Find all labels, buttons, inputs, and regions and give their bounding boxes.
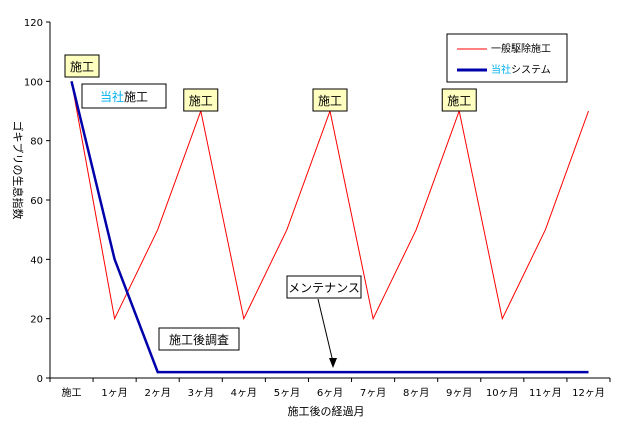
treatment-label: 施工 xyxy=(64,54,100,78)
x-tick-label: 9ヶ月 xyxy=(446,387,472,399)
series-lines xyxy=(70,81,589,374)
x-tick-label: 施工 xyxy=(62,386,82,399)
y-tick-label: 40 xyxy=(30,255,43,266)
post-treatment-survey-label: 施工後調査 xyxy=(158,327,240,351)
x-tick-label: 10ヶ月 xyxy=(486,387,519,399)
legend-label-company: 当社システム xyxy=(491,63,551,76)
treatment-label-box xyxy=(441,88,477,112)
company-treatment-label: 当社施工 xyxy=(81,83,167,109)
y-tick-label: 0 xyxy=(37,374,43,385)
treatment-label-box xyxy=(64,54,100,78)
svg-text:当社施工: 当社施工 xyxy=(100,89,148,104)
y-tick-label: 100 xyxy=(24,77,43,88)
treatment-label: 施工 xyxy=(312,88,348,112)
treatment-label-text: 施工 xyxy=(318,94,342,108)
x-axis-title: 施工後の経過月 xyxy=(288,404,365,418)
treatment-label: 施工 xyxy=(441,88,477,112)
ticks: 0 20 40 60 80 100 120 施工 1ヶ月 2ヶ月 3ヶ月 4ヶ月 5ヶ月 6ヶ月 7ヶ月 8ヶ… xyxy=(24,18,611,399)
treatment-label-text: 施工 xyxy=(70,60,94,74)
x-tick-label: 5ヶ月 xyxy=(274,387,300,399)
legend: 一般駆除施工 当社システム xyxy=(446,33,568,83)
y-axis-title: ゴキブリの生息指数 xyxy=(11,121,25,220)
x-tick-label: 8ヶ月 xyxy=(403,387,429,399)
x-tick-label: 4ヶ月 xyxy=(231,387,257,399)
x-tick-label: 11ヶ月 xyxy=(529,387,562,399)
x-tick-label: 7ヶ月 xyxy=(360,387,386,399)
treatment-label: 施工 xyxy=(183,88,219,112)
legend-box xyxy=(446,33,568,83)
treatment-label-box xyxy=(183,88,219,112)
y-tick-label: 80 xyxy=(30,137,43,148)
y-tick-label: 120 xyxy=(24,18,43,29)
svg-text:メンテナンス: メンテナンス xyxy=(288,281,360,295)
treatment-label-text: 施工 xyxy=(447,94,471,108)
treatment-label-text: 施工 xyxy=(189,94,213,108)
x-tick-label: 3ヶ月 xyxy=(188,387,214,399)
y-tick-label: 60 xyxy=(30,196,43,207)
legend-label-general: 一般駆除施工 xyxy=(491,42,551,55)
x-tick-label: 1ヶ月 xyxy=(101,387,127,399)
y-tick-label: 20 xyxy=(30,315,43,326)
svg-text:施工後調査: 施工後調査 xyxy=(169,333,229,347)
treatment-label-box xyxy=(312,88,348,112)
x-tick-label: 2ヶ月 xyxy=(145,387,171,399)
maintenance-arrow xyxy=(317,298,337,368)
x-tick-label: 12ヶ月 xyxy=(572,387,605,399)
x-tick-label: 6ヶ月 xyxy=(317,387,343,399)
maintenance-label: メンテナンス xyxy=(286,275,362,299)
series-line-1 xyxy=(70,81,589,374)
